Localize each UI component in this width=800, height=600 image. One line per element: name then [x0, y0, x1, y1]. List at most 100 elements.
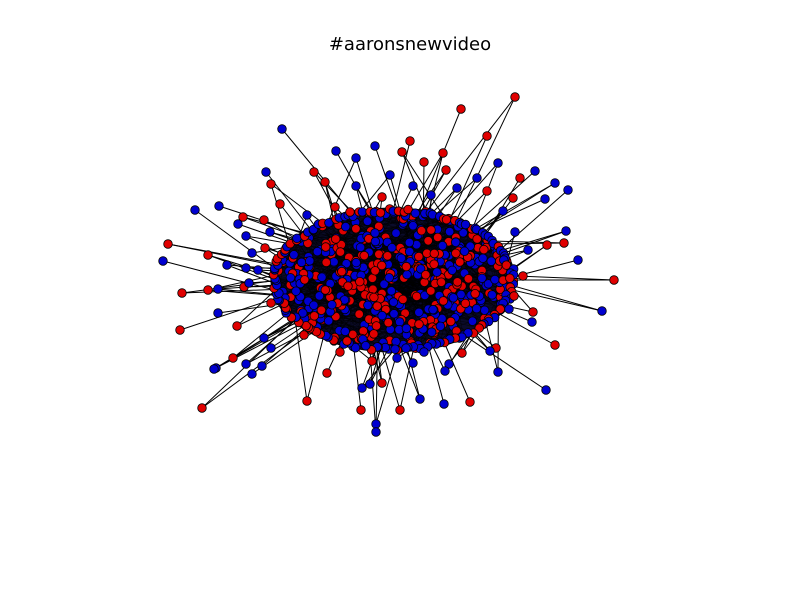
graph-node-red	[429, 259, 439, 269]
graph-node-red	[405, 136, 415, 146]
graph-node-red	[377, 260, 387, 271]
graph-node-red	[438, 148, 448, 158]
graph-node-blue	[363, 300, 373, 311]
graph-node-red	[455, 257, 465, 267]
graph-node-red	[482, 186, 492, 196]
graph-edge	[307, 231, 382, 266]
graph-node-blue	[389, 309, 399, 319]
graph-node-blue	[285, 273, 296, 283]
graph-node-blue	[302, 210, 312, 220]
graph-node-blue	[510, 227, 520, 237]
graph-node-blue	[241, 231, 251, 241]
graph-node-red	[463, 274, 474, 284]
graph-node-red	[299, 330, 309, 340]
graph-node-blue	[277, 124, 287, 134]
graph-node-blue	[209, 364, 219, 374]
graph-node-blue	[419, 347, 429, 357]
graph-node-blue	[355, 242, 366, 253]
graph-node-red	[320, 177, 330, 187]
graph-node-blue	[361, 341, 371, 351]
graph-node-blue	[541, 385, 551, 395]
graph-node-red	[508, 193, 518, 203]
graph-node-blue	[437, 240, 448, 251]
graph-node-blue	[493, 158, 503, 168]
graph-title: #aaronsnewvideo	[328, 34, 492, 55]
graph-node-red	[367, 356, 377, 366]
graph-node-red	[177, 288, 187, 298]
graph-edge	[294, 317, 308, 402]
graph-node-red	[550, 340, 560, 350]
graph-node-blue	[357, 383, 367, 393]
graph-node-blue	[261, 167, 271, 177]
graph-node-blue	[377, 310, 387, 321]
graph-node-red	[426, 225, 436, 235]
graph-node-red	[309, 167, 319, 177]
graph-node-red	[482, 131, 492, 141]
graph-node-blue	[415, 394, 425, 404]
graph-edge	[358, 304, 364, 340]
graph-node-blue	[477, 273, 487, 284]
graph-node-red	[359, 250, 369, 261]
graph-node-blue	[158, 256, 168, 266]
graph-node-red	[609, 275, 619, 285]
graph-node-red	[228, 353, 238, 363]
graph-node-blue	[365, 379, 375, 389]
graph-node-red	[403, 204, 413, 215]
graph-node-blue	[370, 228, 380, 238]
graph-edge	[327, 157, 357, 224]
graph-node-red	[232, 321, 242, 331]
graph-node-blue	[350, 343, 361, 353]
graph-node-red	[377, 192, 387, 202]
graph-node-blue	[435, 321, 446, 332]
graph-node-red	[345, 207, 355, 217]
graph-node-blue	[323, 316, 334, 326]
graph-node-red	[510, 92, 520, 102]
graph-node-red	[518, 271, 528, 281]
graph-edge	[471, 162, 499, 231]
graph-node-blue	[314, 291, 325, 301]
graph-node-blue	[472, 173, 482, 183]
graph-node-red	[203, 285, 213, 295]
graph-node-red	[238, 212, 248, 222]
graph-node-red	[528, 307, 538, 317]
graph-node-blue	[351, 257, 361, 268]
graph-node-red	[398, 294, 408, 305]
graph-node-blue	[292, 233, 302, 244]
graph-node-red	[456, 104, 466, 114]
graph-node-blue	[259, 333, 269, 343]
graph-node-blue	[370, 236, 381, 247]
graph-node-blue	[190, 205, 200, 215]
graph-node-red	[479, 244, 489, 255]
graph-node-red	[299, 275, 310, 285]
graph-node-red	[436, 277, 447, 287]
graph-node-blue	[540, 194, 550, 204]
graph-node-blue	[404, 246, 415, 257]
graph-node-red	[175, 325, 185, 335]
graph-node-blue	[309, 300, 319, 311]
graph-node-red	[320, 285, 331, 295]
graph-node-blue	[233, 219, 243, 229]
graph-node-red	[335, 347, 345, 357]
graph-node-blue	[597, 306, 607, 316]
graph-node-red	[163, 239, 173, 249]
graph-node-blue	[317, 272, 327, 282]
graph-node-blue	[563, 185, 573, 195]
graph-node-blue	[483, 279, 494, 289]
graph-node-blue	[387, 242, 397, 253]
graph-node-blue	[460, 219, 471, 230]
graph-node-blue	[486, 256, 497, 266]
graph-node-blue	[266, 343, 276, 353]
graph-node-red	[343, 281, 353, 291]
graph-node-blue	[402, 269, 412, 280]
graph-node-red	[383, 317, 394, 328]
graph-node-blue	[357, 207, 368, 217]
graph-node-blue	[395, 317, 405, 327]
graph-node-red	[472, 234, 482, 244]
graph-node-red	[369, 329, 379, 339]
graph-edge	[321, 212, 371, 278]
graph-node-red	[515, 173, 525, 183]
graph-node-blue	[452, 183, 462, 193]
graph-node-red	[382, 251, 393, 261]
graph-node-red	[423, 236, 433, 246]
